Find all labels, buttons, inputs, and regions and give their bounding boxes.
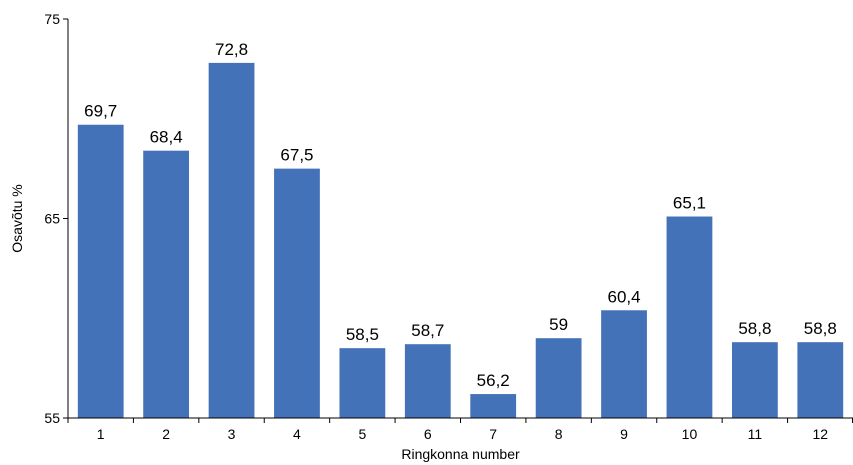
x-axis-title: Ringkonna number: [401, 446, 520, 462]
x-tick-label-8: 8: [555, 426, 563, 442]
x-tick-label-2: 2: [162, 426, 170, 442]
data-label-7: 56,2: [477, 371, 510, 390]
bar-7: [470, 394, 517, 418]
bar-6: [404, 344, 451, 418]
data-label-6: 58,7: [411, 321, 444, 340]
bar-12: [797, 342, 844, 418]
data-label-8: 59: [549, 315, 568, 334]
bar-2: [143, 150, 190, 419]
data-label-12: 58,8: [804, 319, 837, 338]
x-tick-label-7: 7: [489, 426, 497, 442]
x-tick-label-10: 10: [682, 426, 698, 442]
bar-4: [274, 168, 320, 418]
x-tick-label-11: 11: [748, 426, 763, 442]
data-label-3: 72,8: [215, 40, 248, 59]
data-label-4: 67,5: [280, 146, 313, 165]
y-tick-label-55: 55: [44, 410, 60, 426]
bar-10: [666, 216, 713, 418]
data-label-11: 58,8: [738, 319, 771, 338]
bar-1: [77, 124, 124, 419]
data-label-10: 65,1: [673, 194, 706, 213]
bar-8: [535, 338, 582, 418]
x-tick-label-1: 1: [97, 426, 105, 442]
data-label-5: 58,5: [346, 325, 379, 344]
x-tick-label-12: 12: [813, 426, 829, 442]
data-label-2: 68,4: [150, 128, 183, 147]
y-ticks-group: 55 65 75: [44, 11, 68, 426]
bar-3: [208, 62, 255, 418]
bar-5: [339, 348, 386, 418]
y-tick-label-75: 75: [44, 11, 60, 27]
x-tick-label-3: 3: [228, 426, 236, 442]
bar-9: [601, 310, 647, 418]
data-labels-group: 69,7 68,4 72,8 67,5 58,5 58,7 56,2 59 60,4 65,1 58…: [84, 40, 837, 390]
bar-11: [731, 342, 778, 418]
y-tick-label-65: 65: [44, 211, 60, 227]
x-tick-label-6: 6: [424, 426, 432, 442]
x-tick-label-9: 9: [620, 426, 628, 442]
bars-group: [77, 62, 844, 419]
x-ticks-group: 1 2 3 4 5 6 7 8 9 10 11 12: [67, 418, 853, 442]
y-axis-title: Osavõtu %: [9, 184, 25, 252]
data-label-9: 60,4: [607, 287, 640, 306]
data-label-1: 69,7: [84, 102, 117, 121]
x-tick-label-4: 4: [293, 426, 301, 442]
x-tick-label-5: 5: [358, 426, 366, 442]
